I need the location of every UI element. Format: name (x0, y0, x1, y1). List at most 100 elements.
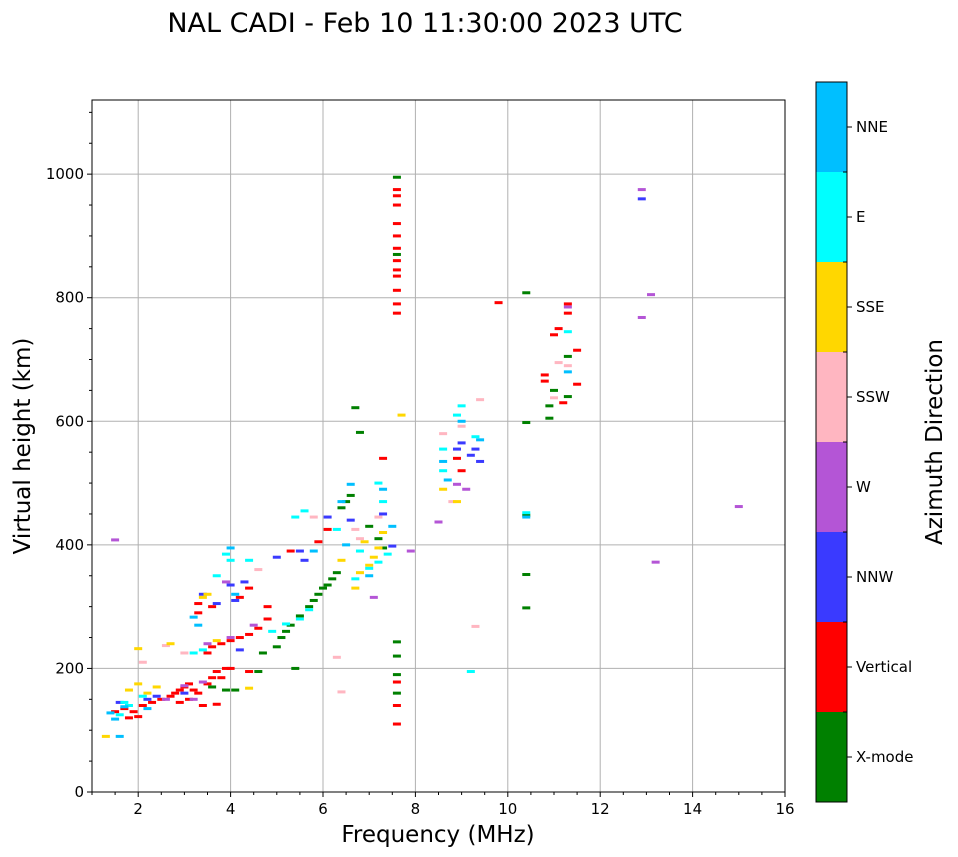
data-point-vertical (392, 234, 401, 238)
data-point-vertical (221, 666, 230, 670)
data-point-nnw (476, 459, 485, 463)
data-point-nne (457, 419, 466, 423)
data-point-ssw (337, 690, 346, 694)
data-point-vertical (392, 194, 401, 198)
data-point-vertical (452, 456, 461, 460)
data-point-nnw (212, 602, 221, 606)
data-point-x-mode (522, 513, 531, 517)
data-point-vertical (124, 716, 133, 720)
data-point-e (457, 404, 466, 408)
data-point-nne (346, 482, 355, 486)
colorbar-tick-label: E (856, 208, 865, 226)
data-point-e (471, 435, 480, 439)
data-point-sse (143, 691, 152, 695)
data-point-nnw (457, 441, 466, 445)
data-point-sse (439, 487, 448, 491)
data-point-x-mode (351, 406, 360, 410)
data-point-ssw (374, 515, 383, 519)
data-point-w (563, 305, 572, 309)
data-point-vertical (392, 246, 401, 250)
data-point-vertical (185, 697, 194, 701)
data-point-vertical (392, 288, 401, 292)
data-point-e (379, 500, 388, 504)
data-point-x-mode (272, 645, 281, 649)
data-point-vertical (392, 259, 401, 263)
data-point-e (365, 566, 374, 570)
data-point-e (282, 622, 291, 626)
x-tick-label: 6 (318, 800, 328, 818)
data-point-nnw (143, 697, 152, 701)
data-point-x-mode (295, 614, 304, 618)
data-point-sse (198, 595, 207, 599)
data-point-e (198, 648, 207, 652)
data-point-sse (212, 639, 221, 643)
x-tick-label: 4 (226, 800, 236, 818)
data-point-nne (106, 711, 115, 715)
data-point-nnw (272, 555, 281, 559)
data-point-nne (443, 478, 452, 482)
data-point-x-mode (314, 592, 323, 596)
data-point-ssw (457, 424, 466, 428)
data-point-e (138, 694, 147, 698)
x-tick-label: 8 (411, 800, 421, 818)
y-tick-label: 600 (55, 412, 84, 430)
x-tick-label: 10 (498, 800, 517, 818)
colorbar-segment (816, 352, 847, 442)
data-point-ssw (550, 396, 558, 400)
data-point-vertical (392, 203, 401, 207)
data-point-vertical (203, 651, 212, 655)
data-points (101, 175, 743, 738)
data-point-w (180, 684, 189, 688)
data-point-nne (189, 615, 198, 619)
colorbar-segment (816, 262, 847, 352)
data-point-vertical (189, 688, 198, 692)
data-point-vertical (540, 379, 549, 383)
data-point-sse (134, 682, 143, 686)
data-point-x-mode (291, 666, 300, 670)
data-point-x-mode (319, 586, 327, 590)
data-point-e (115, 713, 124, 717)
data-point-nne (522, 515, 531, 519)
colorbar-segment (816, 172, 847, 262)
data-point-e (466, 670, 475, 674)
data-point-vertical (392, 274, 401, 278)
data-point-vertical (157, 697, 166, 701)
y-tick-label: 400 (55, 536, 84, 554)
data-point-nne (309, 549, 318, 553)
data-point-x-mode (522, 573, 531, 577)
data-point-vertical (138, 704, 147, 707)
data-point-x-mode (346, 493, 355, 497)
data-point-w (637, 188, 646, 192)
colorbar-tick-label: NNE (856, 118, 888, 136)
data-point-vertical (392, 222, 401, 226)
x-axis-label: Frequency (MHz) (341, 822, 534, 848)
data-point-vertical (235, 595, 244, 599)
data-point-x-mode (563, 395, 572, 399)
data-point-sse (369, 555, 378, 559)
data-point-e (439, 469, 448, 473)
data-point-vertical (194, 602, 203, 606)
data-point-vertical (175, 700, 184, 704)
data-point-vertical (175, 688, 184, 692)
data-point-e (383, 552, 392, 556)
data-point-ssw (355, 537, 364, 541)
plot-frame (91, 99, 786, 793)
data-point-w (161, 697, 170, 701)
data-point-ssw (439, 432, 448, 436)
data-point-vertical (559, 401, 568, 405)
colorbar-segment (816, 622, 847, 712)
data-point-vertical (263, 605, 272, 609)
y-tick-label: 1000 (46, 165, 84, 183)
data-point-vertical (198, 704, 207, 707)
data-point-sse (203, 592, 212, 596)
data-point-ssw (476, 398, 485, 402)
data-point-ssw (138, 660, 147, 664)
data-point-w (406, 549, 415, 553)
data-point-vertical (392, 268, 401, 272)
data-point-vertical (550, 333, 558, 337)
data-point-nnw (152, 694, 161, 698)
data-point-vertical (392, 704, 401, 707)
colorbar-tick-label: X-mode (856, 748, 913, 766)
data-point-vertical (208, 645, 217, 649)
